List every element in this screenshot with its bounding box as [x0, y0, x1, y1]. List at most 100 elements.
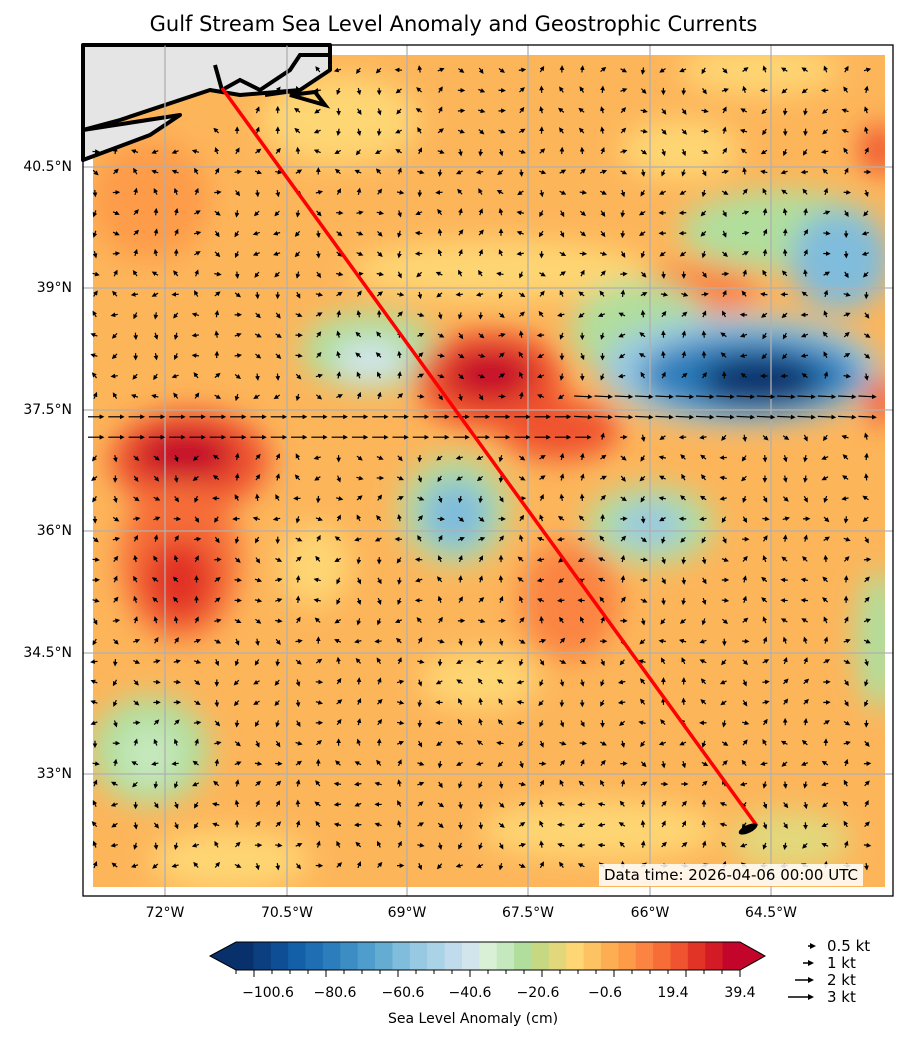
- current-vector: [620, 169, 628, 175]
- current-vector: [356, 231, 364, 236]
- current-vector: [354, 536, 362, 542]
- current-vector: [254, 333, 262, 338]
- current-vector: [679, 67, 687, 73]
- current-vector: [478, 618, 486, 624]
- current-vector: [478, 555, 483, 563]
- current-vector: [519, 514, 525, 522]
- current-vector: [781, 88, 788, 94]
- current-vector: [538, 230, 544, 238]
- current-vector: [600, 106, 605, 114]
- current-vector: [762, 516, 770, 522]
- current-vector: [681, 557, 687, 565]
- current-vector: [742, 595, 747, 603]
- current-vector: [518, 639, 526, 644]
- current-vector: [234, 374, 242, 379]
- current-vector: [864, 106, 869, 114]
- current-vector: [640, 495, 646, 503]
- current-vector: [620, 554, 626, 563]
- current-vector: [719, 679, 727, 685]
- current-vector: [536, 557, 545, 562]
- current-vector: [458, 393, 463, 402]
- current-vector: [620, 475, 626, 482]
- current-vector: [782, 455, 788, 463]
- current-vector: [254, 169, 263, 175]
- current-vector: [721, 598, 730, 603]
- current-vector: [133, 554, 138, 563]
- current-vector: [862, 495, 869, 501]
- current-vector: [374, 638, 382, 644]
- current-vector: [661, 271, 666, 279]
- colorbar-segment: [531, 942, 550, 970]
- current-vector: [334, 536, 341, 542]
- current-vector: [736, 394, 755, 400]
- current-vector: [233, 679, 240, 686]
- current-vector: [661, 149, 666, 157]
- current-vector: [823, 636, 829, 644]
- current-vector: [699, 638, 707, 644]
- current-vector: [153, 516, 161, 521]
- current-vector: [153, 248, 159, 257]
- current-vector: [191, 332, 200, 338]
- current-vector: [131, 149, 139, 154]
- current-vector: [315, 658, 323, 664]
- current-vector: [801, 88, 808, 94]
- current-vector: [661, 350, 666, 359]
- current-vector: [313, 129, 321, 134]
- current-vector: [741, 455, 747, 462]
- current-vector: [803, 475, 808, 483]
- current-vector: [252, 230, 260, 236]
- current-vector: [579, 65, 585, 73]
- current-vector: [112, 455, 118, 463]
- current-vector: [295, 516, 301, 524]
- current-vector: [90, 353, 98, 358]
- current-vector: [275, 494, 280, 501]
- current-vector: [214, 597, 221, 603]
- current-vector: [455, 455, 463, 460]
- current-vector: [315, 66, 321, 73]
- current-vector: [214, 230, 220, 238]
- current-vector: [112, 231, 120, 236]
- current-vector: [658, 638, 666, 644]
- current-vector: [620, 496, 627, 502]
- current-vector: [336, 514, 341, 522]
- current-vector: [377, 494, 383, 501]
- current-vector: [864, 576, 870, 583]
- current-vector: [356, 290, 362, 297]
- current-vector: [475, 169, 484, 175]
- current-vector: [843, 352, 851, 358]
- current-vector: [863, 639, 871, 644]
- current-vector: [600, 659, 605, 667]
- current-vector: [214, 146, 220, 155]
- current-vector: [519, 87, 525, 93]
- current-vector: [234, 353, 242, 358]
- current-vector: [597, 577, 606, 583]
- current-vector: [862, 516, 869, 522]
- current-vector: [496, 271, 504, 277]
- current-vector: [640, 108, 648, 114]
- current-vector: [519, 311, 525, 317]
- current-vector: [255, 353, 262, 359]
- current-vector: [716, 414, 735, 420]
- current-vector: [843, 556, 850, 562]
- current-vector: [498, 149, 504, 157]
- current-vector: [620, 189, 626, 198]
- current-vector: [559, 493, 565, 501]
- current-vector: [661, 169, 666, 177]
- current-vector: [417, 475, 423, 483]
- current-vector: [194, 251, 201, 256]
- colorbar-tick-label: −80.6: [313, 985, 357, 1001]
- current-vector: [578, 107, 585, 113]
- current-vector: [721, 88, 729, 93]
- current-vector: [110, 373, 118, 379]
- current-vector: [193, 659, 202, 664]
- colorbar-under-extend: [210, 942, 236, 970]
- current-vector: [194, 290, 199, 297]
- current-vector: [661, 536, 666, 544]
- current-vector: [579, 190, 588, 195]
- y-tick-label: 40.5°N: [23, 159, 72, 175]
- current-vector: [151, 394, 159, 399]
- current-vector: [396, 679, 405, 685]
- current-vector: [516, 679, 524, 685]
- y-tick-label: 34.5°N: [23, 645, 72, 661]
